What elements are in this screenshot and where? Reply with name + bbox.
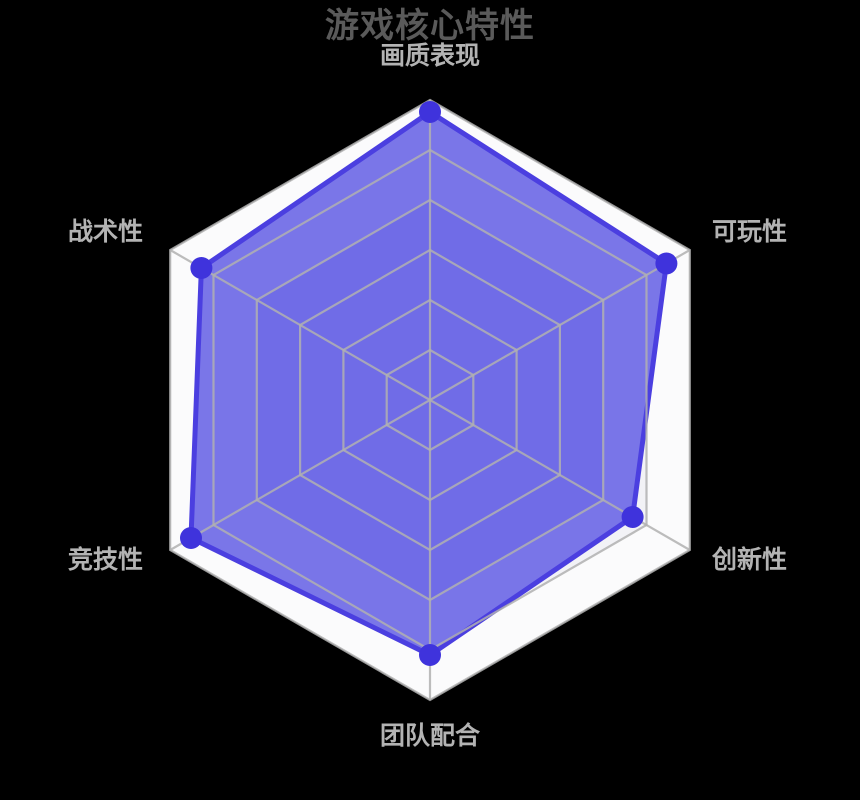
radar-spoke-竞技性 bbox=[169, 399, 431, 551]
radar-spoke-战术性 bbox=[169, 249, 431, 401]
radar-axis-spokes bbox=[169, 100, 691, 700]
axis-label-lower-right: 创新性 bbox=[712, 545, 788, 574]
axis-label-lower-left: 竞技性 bbox=[68, 545, 144, 574]
chart-title: 游戏核心特性 bbox=[325, 6, 535, 46]
axis-label-upper-right: 可玩性 bbox=[712, 217, 788, 246]
radar-point-可玩性[interactable] bbox=[655, 252, 678, 275]
radar-data-points[interactable] bbox=[180, 101, 678, 666]
axis-label-top: 画质表现 bbox=[379, 41, 480, 70]
axis-label-bottom: 团队配合 bbox=[379, 721, 480, 750]
radar-point-画质表现[interactable] bbox=[419, 101, 441, 123]
radar-spoke-创新性 bbox=[429, 399, 691, 551]
radar-point-团队配合[interactable] bbox=[419, 644, 441, 666]
radar-point-战术性[interactable] bbox=[190, 257, 213, 279]
radar-point-创新性[interactable] bbox=[621, 506, 644, 528]
radar-point-竞技性[interactable] bbox=[180, 527, 202, 549]
radar-spoke-可玩性 bbox=[429, 249, 691, 401]
axis-label-upper-left: 战术性 bbox=[68, 217, 144, 246]
